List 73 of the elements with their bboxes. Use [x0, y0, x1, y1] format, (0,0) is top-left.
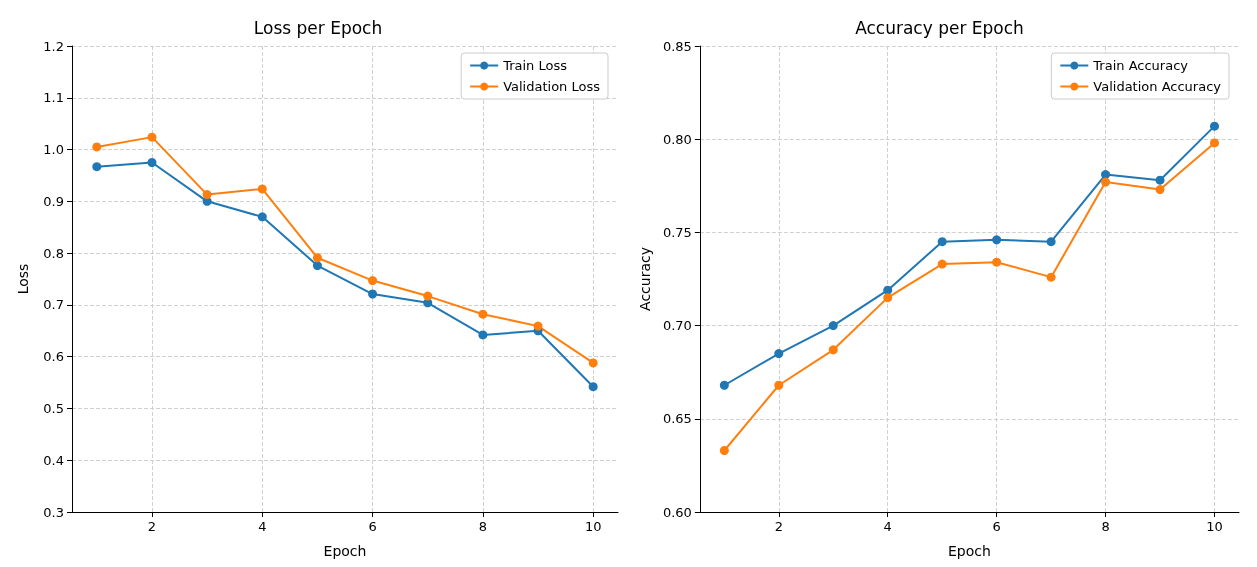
x-tick-label: 10 [1206, 519, 1223, 534]
point [992, 257, 1002, 267]
point [92, 162, 102, 172]
point [1210, 138, 1219, 148]
x-tick-label: 4 [258, 519, 267, 534]
point [774, 349, 784, 359]
point [147, 132, 157, 142]
point [368, 289, 378, 299]
point [1155, 185, 1165, 195]
point [828, 345, 838, 355]
x-tick-label: 2 [774, 519, 783, 534]
point [883, 293, 893, 303]
point [1046, 272, 1056, 282]
point [774, 380, 784, 390]
point [719, 380, 729, 390]
y-tick-label: 0.5 [43, 400, 64, 416]
x-tick-label: 6 [992, 519, 1001, 534]
legend-label: Train Loss [502, 58, 568, 73]
x-tick-label: 8 [1101, 519, 1110, 534]
x-tick-label: 4 [883, 519, 892, 534]
point [719, 445, 729, 455]
y-axis-title: Accuracy [637, 247, 653, 311]
y-tick-label: 1.2 [43, 38, 64, 54]
x-axis-title: Epoch [947, 543, 991, 559]
point [92, 142, 102, 152]
point [312, 253, 322, 263]
y-tick-label: 0.85 [662, 38, 692, 54]
x-tick-label: 10 [584, 519, 602, 534]
y-tick-label: 0.8 [43, 245, 64, 261]
point [147, 158, 157, 167]
point [883, 285, 893, 295]
legend-label: Validation Accuracy [1093, 79, 1222, 94]
y-tick-label: 0.80 [662, 131, 692, 147]
point [533, 321, 543, 331]
point [1101, 177, 1111, 187]
y-tick-label: 0.7 [43, 297, 64, 313]
y-tick-label: 1.0 [43, 142, 64, 158]
point [1210, 121, 1219, 131]
point [478, 309, 488, 319]
point [588, 382, 598, 392]
x-tick-label: 6 [368, 519, 377, 534]
point [828, 321, 838, 331]
chart-title: Loss per Epoch [253, 17, 383, 38]
point [257, 212, 267, 222]
point [992, 235, 1002, 245]
point [312, 261, 322, 271]
y-tick-label: 1.1 [43, 90, 64, 106]
point [937, 237, 947, 247]
y-tick-label: 0.65 [662, 411, 692, 427]
point [1155, 175, 1165, 185]
x-axis-title: Epoch [323, 543, 367, 559]
point [202, 190, 212, 200]
legend-label: Validation Loss [503, 79, 601, 94]
point [423, 291, 433, 301]
point [937, 259, 947, 269]
y-tick-label: 0.70 [662, 318, 692, 334]
y-tick-label: 0.3 [43, 504, 64, 520]
point [478, 330, 488, 340]
y-tick-label: 0.6 [43, 349, 64, 365]
point [588, 358, 598, 368]
y-tick-label: 0.9 [43, 193, 64, 209]
y-tick-label: 0.60 [662, 504, 692, 520]
point [1101, 170, 1111, 180]
legend-label: Train Accuracy [1092, 58, 1189, 73]
point [1046, 237, 1056, 247]
chart-title: Accuracy per Epoch [855, 17, 1024, 38]
y-axis-title: Loss [15, 263, 31, 295]
point [257, 184, 267, 194]
point [368, 276, 378, 286]
y-tick-label: 0.75 [662, 224, 692, 240]
x-tick-label: 8 [478, 519, 488, 534]
x-tick-label: 2 [147, 519, 157, 534]
y-tick-label: 0.4 [43, 452, 64, 468]
